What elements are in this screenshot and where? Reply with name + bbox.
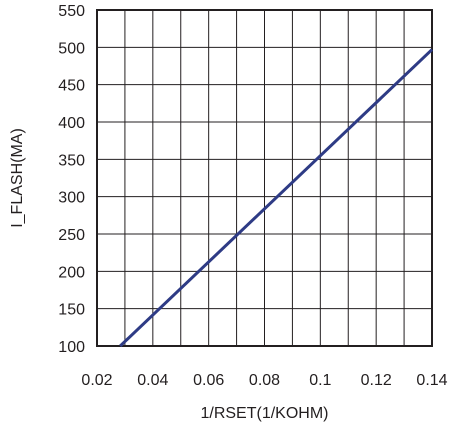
x-tick-label: 0.06 [193,372,224,389]
grid-lines [96,9,432,347]
series-group [119,48,434,348]
plot-frame [96,9,433,347]
y-tick-label: 350 [58,152,85,169]
x-tick-label: 0.12 [361,372,392,389]
y-tick-label: 100 [58,339,85,356]
y-tick-label: 400 [58,115,85,132]
y-tick-labels: 100 150 200 250 300 350 400 450 500 550 [58,3,85,356]
y-tick-label: 550 [58,3,85,20]
x-tick-label: 0.04 [137,372,168,389]
x-tick-labels: 0.02 0.04 0.06 0.08 0.1 0.12 0.14 [81,372,447,389]
y-tick-label: 250 [58,227,85,244]
y-tick-label: 500 [58,40,85,57]
y-tick-label: 200 [58,264,85,281]
x-tick-label: 0.08 [249,372,280,389]
x-tick-label: 0.14 [416,372,447,389]
y-axis-label: I_FLASH(MA) [9,128,26,228]
y-tick-label: 150 [58,302,85,319]
x-axis-label: 1/RSET(1/KOHM) [200,405,328,422]
y-tick-label: 300 [58,190,85,207]
x-tick-label: 0.1 [309,372,331,389]
x-tick-label: 0.02 [81,372,112,389]
series-line-0 [119,48,434,348]
y-tick-label: 450 [58,78,85,95]
